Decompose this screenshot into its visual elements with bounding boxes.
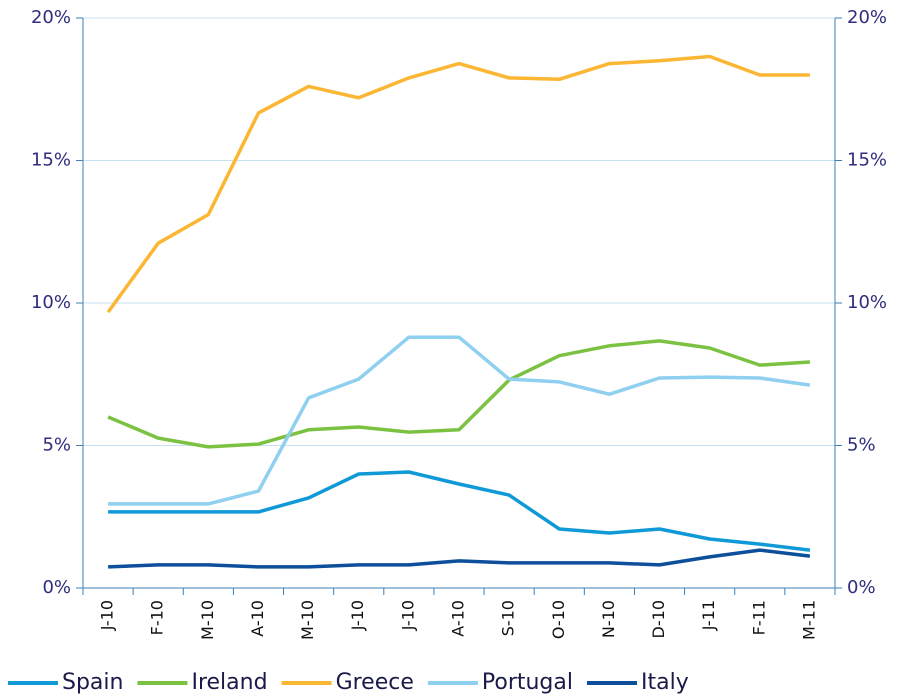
y-tick-label: 20% (31, 7, 71, 28)
series-line (108, 548, 811, 569)
y-tick-label: 10% (31, 292, 71, 313)
x-tick-label: J-10 (348, 600, 367, 631)
x-tick-label: M-11 (799, 600, 818, 640)
y2-tick-label: 15% (847, 150, 887, 171)
series-line (108, 470, 811, 552)
y2-tick-label: 0% (847, 577, 876, 598)
series-line (107, 339, 811, 449)
y2-tick-label: 5% (847, 435, 876, 456)
legend-label: Spain (62, 670, 123, 695)
x-tick-label: A-10 (248, 600, 267, 637)
y-tick-label: 15% (31, 150, 71, 171)
x-tick-label: M-10 (198, 600, 217, 640)
series-line (108, 335, 811, 506)
y-tick-label: 5% (42, 435, 71, 456)
y2-tick-label: 20% (847, 7, 887, 28)
x-tick-label: D-10 (649, 600, 668, 638)
legend-label: Ireland (191, 670, 267, 695)
y-tick-label: 0% (42, 577, 71, 598)
y2-tick-label: 10% (847, 292, 887, 313)
x-tick-label: J-10 (398, 600, 417, 631)
x-tick-label: J-10 (98, 600, 117, 631)
x-tick-label: M-10 (298, 600, 317, 640)
x-tick-label: A-10 (449, 600, 468, 637)
legend-label: Portugal (482, 670, 573, 695)
x-tick-label: F-10 (148, 600, 167, 635)
legend-label: Greece (336, 670, 414, 695)
series-line (106, 54, 810, 314)
x-tick-label: S-10 (499, 600, 518, 636)
x-tick-label: F-11 (749, 600, 768, 635)
x-tick-label: O-10 (549, 600, 568, 639)
x-tick-label: J-11 (699, 600, 718, 631)
x-tick-label: N-10 (599, 600, 618, 638)
legend-label: Italy (641, 670, 689, 695)
